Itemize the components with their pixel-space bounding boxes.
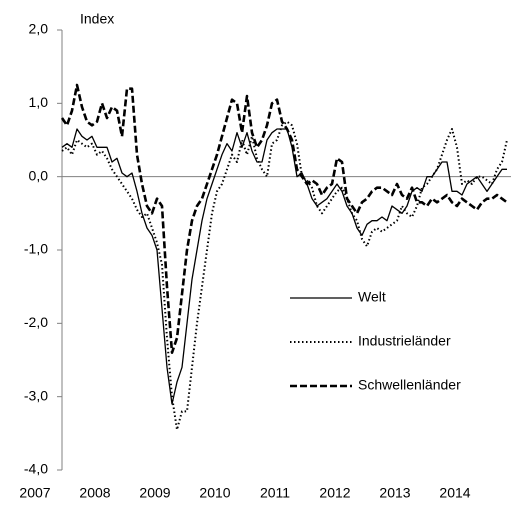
x-tick-label: 2014 <box>439 485 470 501</box>
series-line <box>61 120 508 431</box>
y-axis-label: Index <box>80 11 114 27</box>
y-tick-label: -1,0 <box>24 241 48 257</box>
legend-label: Schwellenländer <box>358 377 461 393</box>
x-tick-label: 2009 <box>139 485 170 501</box>
series-line <box>60 83 508 354</box>
x-tick-label: 2007 <box>19 485 50 501</box>
legend-label: Industrieländer <box>358 333 451 349</box>
y-tick-label: 2,0 <box>29 21 49 37</box>
legend-label: Welt <box>358 289 386 305</box>
x-tick-label: 2013 <box>379 485 410 501</box>
y-tick-label: -2,0 <box>24 314 48 330</box>
y-tick-label: -3,0 <box>24 387 48 403</box>
x-tick-label: 2011 <box>260 485 290 501</box>
y-tick-label: 0,0 <box>29 167 49 183</box>
x-tick-label: 2008 <box>79 485 110 501</box>
y-tick-label: -4,0 <box>24 461 48 477</box>
x-tick-label: 2012 <box>319 485 350 501</box>
series-line <box>61 128 507 405</box>
y-tick-label: 1,0 <box>29 94 49 110</box>
x-tick-label: 2010 <box>199 485 230 501</box>
